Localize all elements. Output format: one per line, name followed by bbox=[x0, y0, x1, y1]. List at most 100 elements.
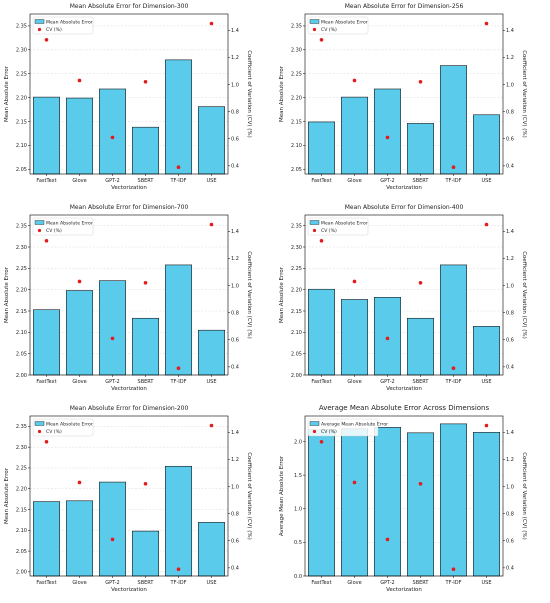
y-tick-label: 2.35 bbox=[16, 24, 27, 30]
y2-tick-label: 0.8 bbox=[231, 109, 239, 115]
y2-tick-label: 1.0 bbox=[506, 283, 514, 289]
bar bbox=[307, 121, 335, 175]
x-tick-label: FastText bbox=[311, 178, 331, 184]
cv-point bbox=[352, 78, 357, 83]
x-tick-label: GPT-2 bbox=[105, 580, 119, 586]
chart-panel: Mean Absolute Error for Dimension-256 2.0… bbox=[275, 0, 550, 201]
cv-point bbox=[319, 439, 324, 444]
chart-svg: Average Mean Absolute Error Across Dimen… bbox=[279, 404, 527, 593]
bar bbox=[32, 96, 60, 175]
chart-panel: Mean Absolute Error for Dimension-700 2.0… bbox=[0, 201, 275, 402]
x-tick-label: Glove bbox=[347, 580, 361, 586]
y-tick-label: 2.35 bbox=[291, 223, 302, 229]
y2-axis-label: Coefficient of Variation (CV) (%) bbox=[246, 251, 252, 339]
x-tick-label: GPT-2 bbox=[105, 379, 119, 385]
cv-point bbox=[176, 567, 181, 572]
bar bbox=[440, 65, 468, 175]
x-tick-label: FastText bbox=[311, 379, 331, 385]
legend-box bbox=[32, 217, 94, 236]
legend-box bbox=[32, 16, 94, 35]
x-tick-label: TF-IDF bbox=[170, 178, 187, 184]
y-tick-label: 1.0 bbox=[294, 507, 302, 513]
y2-tick-label: 0.4 bbox=[506, 566, 514, 572]
legend-label-cv: CV (%) bbox=[46, 429, 62, 435]
x-tick-label: Glove bbox=[72, 580, 86, 586]
cv-point bbox=[385, 336, 390, 341]
bar bbox=[32, 309, 60, 376]
chart-svg: Mean Absolute Error for Dimension-300 2.0… bbox=[4, 3, 252, 191]
chart-title: Mean Absolute Error for Dimension-300 bbox=[70, 3, 189, 10]
cv-point bbox=[110, 135, 115, 140]
y-tick-label: 2.20 bbox=[16, 287, 27, 293]
y-tick-label: 2.0 bbox=[294, 439, 302, 445]
x-tick-label: FastText bbox=[36, 379, 56, 385]
x-axis-label: Vectorization bbox=[111, 386, 147, 392]
y-tick-label: 2.25 bbox=[16, 72, 27, 78]
cv-point bbox=[319, 238, 324, 243]
legend-label-mae: Average Mean Absolute Error bbox=[321, 421, 388, 427]
bar bbox=[473, 114, 501, 175]
y2-tick-label: 1.0 bbox=[231, 283, 239, 289]
x-tick-label: GPT-2 bbox=[380, 379, 394, 385]
y2-tick-label: 1.4 bbox=[231, 28, 239, 34]
cv-point bbox=[209, 222, 214, 227]
y-tick-label: 0.0 bbox=[294, 574, 302, 580]
y-tick-label: 2.35 bbox=[291, 24, 302, 30]
cv-point bbox=[176, 165, 181, 170]
y2-tick-label: 0.6 bbox=[231, 539, 239, 545]
y-tick-label: 2.10 bbox=[16, 143, 27, 149]
y2-axis-label: Coefficient of Variation (CV) (%) bbox=[521, 452, 527, 540]
cv-point bbox=[143, 481, 148, 486]
cv-point bbox=[418, 280, 423, 285]
plot-frame bbox=[29, 214, 229, 376]
y-axis-label: Average Mean Absolute Error bbox=[279, 455, 285, 536]
cv-point bbox=[110, 537, 115, 542]
x-axis-label: Vectorization bbox=[111, 185, 147, 191]
y2-tick-label: 0.4 bbox=[231, 164, 239, 170]
x-tick-label: TF-IDF bbox=[445, 580, 462, 586]
y-tick-label: 2.15 bbox=[16, 119, 27, 125]
y-tick-label: 2.35 bbox=[16, 424, 27, 430]
y-tick-label: 2.30 bbox=[16, 245, 27, 251]
bar bbox=[374, 88, 402, 175]
y2-tick-label: 1.2 bbox=[506, 457, 514, 463]
bar bbox=[99, 88, 127, 175]
bar bbox=[374, 427, 402, 577]
cv-point bbox=[110, 336, 115, 341]
cv-point bbox=[209, 21, 214, 26]
cv-point bbox=[418, 79, 423, 84]
y-tick-label: 2.20 bbox=[16, 487, 27, 493]
cv-point bbox=[484, 423, 489, 428]
cv-point bbox=[77, 480, 82, 485]
x-tick-label: SBERT bbox=[413, 178, 430, 184]
legend-box bbox=[307, 217, 369, 236]
legend: Mean Absolute Error CV (%) bbox=[307, 217, 369, 236]
y-tick-label: 2.05 bbox=[16, 351, 27, 357]
y-tick-label: 2.05 bbox=[16, 549, 27, 555]
bar bbox=[341, 96, 369, 175]
legend-swatch-cv bbox=[312, 27, 317, 32]
cv-point bbox=[352, 279, 357, 284]
bar bbox=[99, 481, 127, 577]
bar bbox=[341, 299, 369, 376]
x-axis-label: Vectorization bbox=[386, 587, 422, 593]
cv-point bbox=[418, 481, 423, 486]
x-tick-label: GPT-2 bbox=[105, 178, 119, 184]
legend-label-cv: CV (%) bbox=[46, 27, 62, 33]
y-tick-label: 2.25 bbox=[291, 72, 302, 78]
x-tick-label: SBERT bbox=[138, 580, 155, 586]
y2-tick-label: 0.4 bbox=[506, 164, 514, 170]
x-axis-label: Vectorization bbox=[386, 386, 422, 392]
plot-frame bbox=[29, 13, 229, 175]
y2-tick-label: 0.6 bbox=[506, 539, 514, 545]
legend-label-mae: Mean Absolute Error bbox=[321, 220, 368, 226]
bar bbox=[198, 106, 226, 175]
x-tick-label: SBERT bbox=[138, 178, 155, 184]
y-tick-label: 2.25 bbox=[16, 266, 27, 272]
bar bbox=[198, 522, 226, 577]
bar bbox=[66, 500, 94, 577]
x-tick-label: USE bbox=[207, 178, 217, 184]
y-axis-label: Mean Absolute Error bbox=[4, 266, 10, 323]
legend-swatch-mae bbox=[34, 220, 45, 225]
